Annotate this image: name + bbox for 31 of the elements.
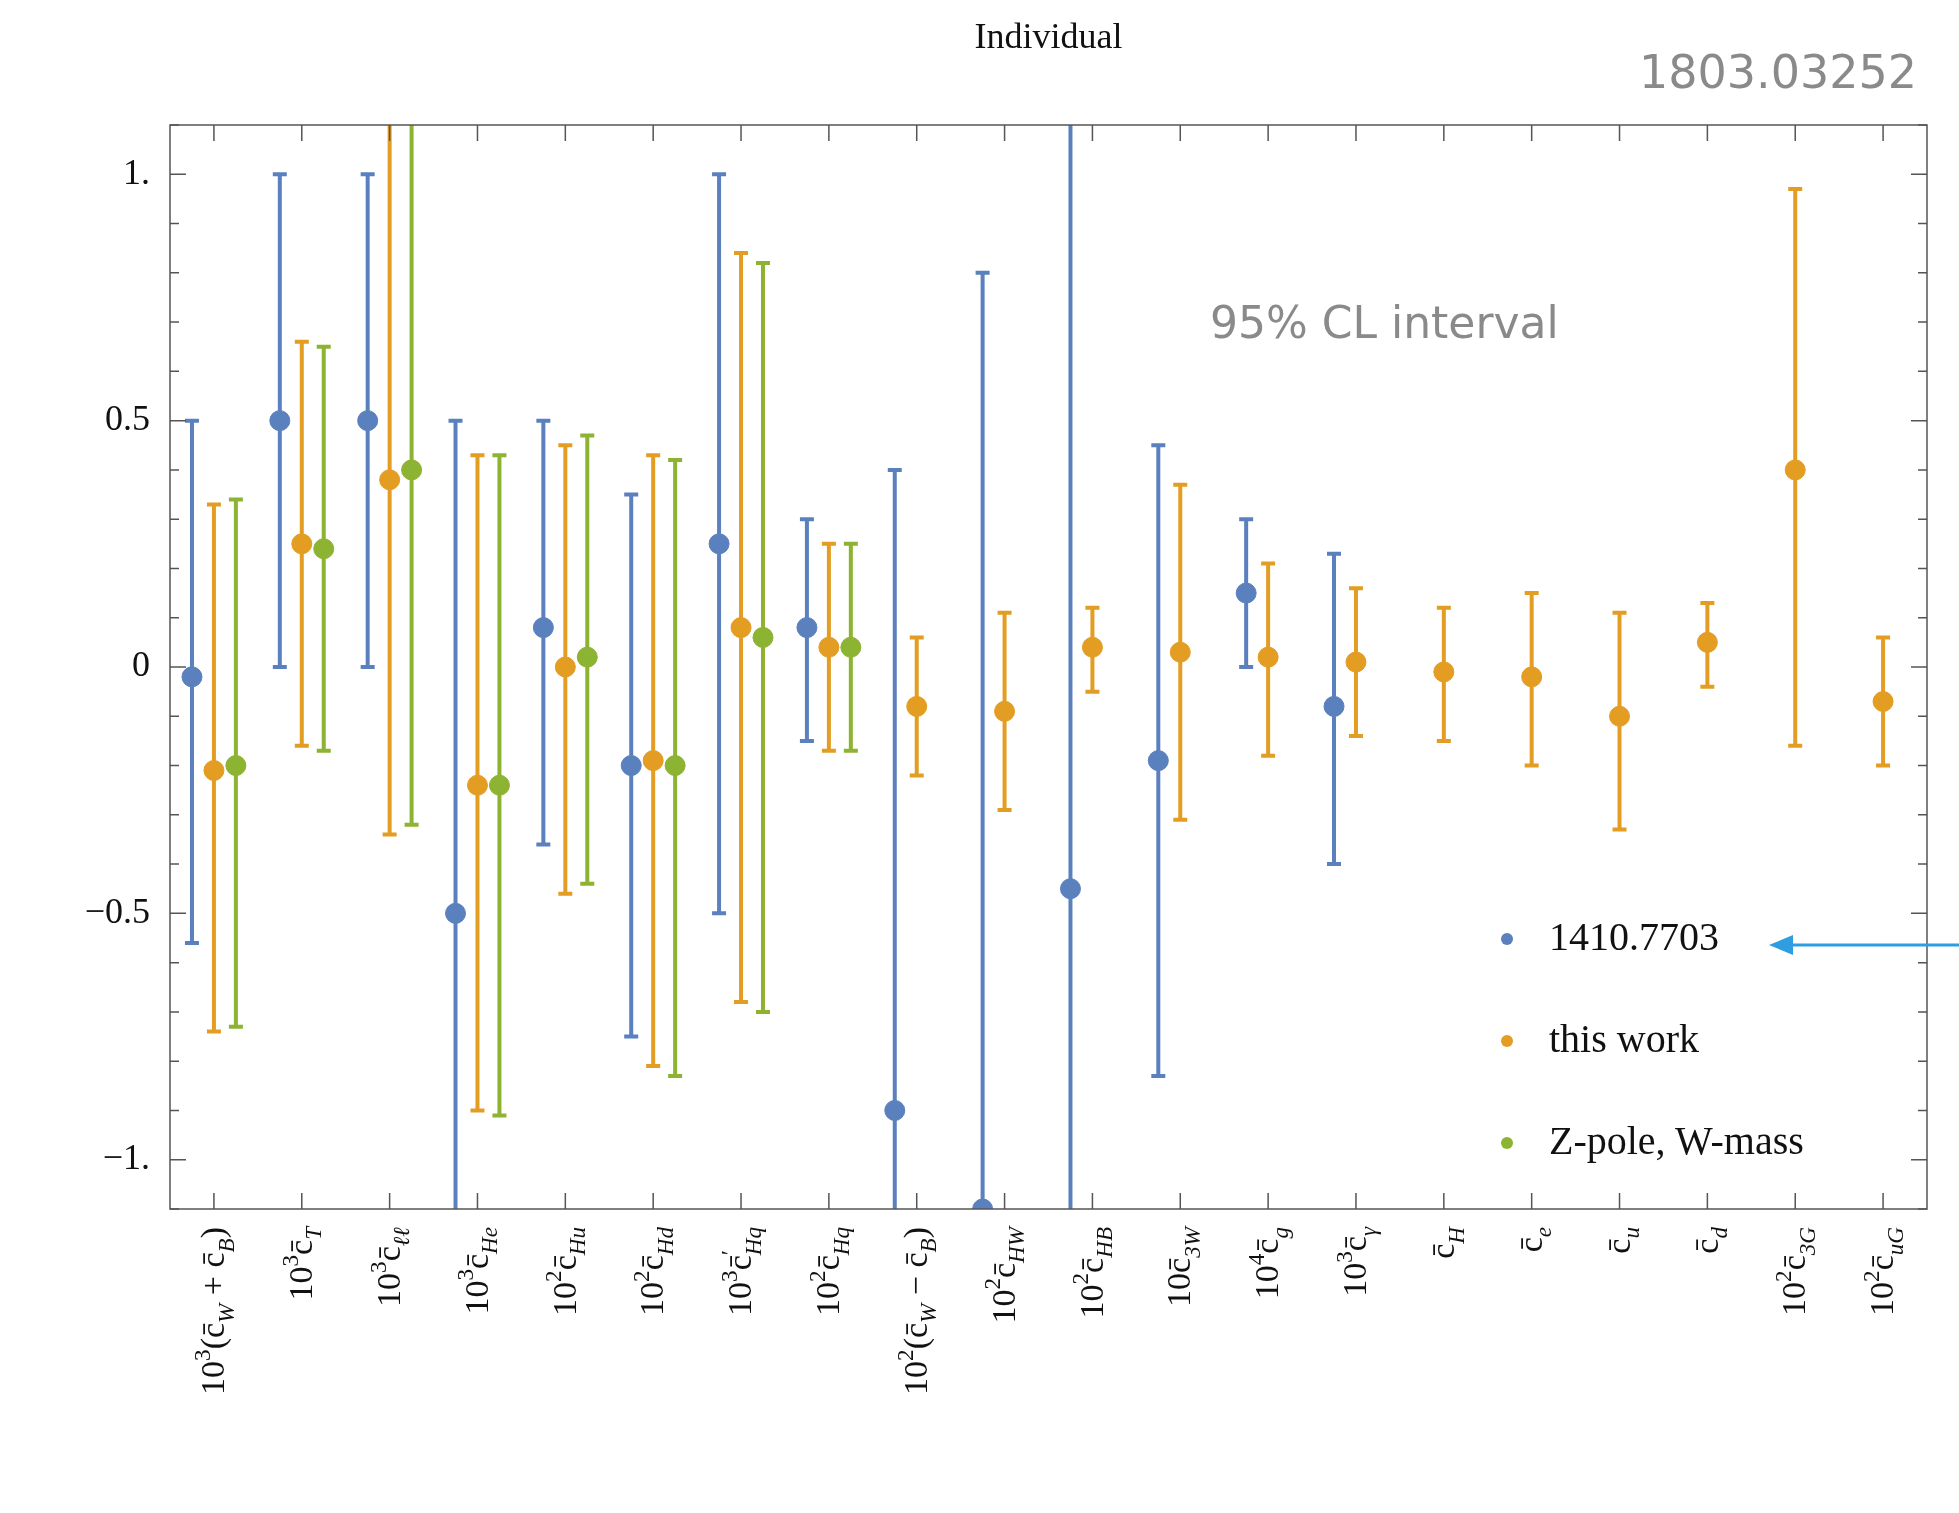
x-tick-label: 103c̄T — [276, 1224, 327, 1301]
x-tick-label: 102c̄HW — [979, 1225, 1030, 1324]
y-tick-label: 0 — [132, 644, 150, 685]
legend-label: 1410.7703 — [1549, 913, 1719, 959]
x-tick-label: c̄d — [1687, 1226, 1733, 1254]
x-tick-label: 10c̄3W — [1160, 1225, 1205, 1307]
x-tick-label: 102c̄Hd — [628, 1226, 678, 1316]
x-tick-label: 102c̄Hu — [540, 1226, 591, 1316]
text: 1803.03252 — [1638, 45, 1917, 99]
x-tick-label: c̄u — [1599, 1226, 1645, 1254]
x-tick-label: c̄e — [1511, 1226, 1557, 1253]
y-tick-label: −1. — [102, 1137, 150, 1178]
x-tick-label: 103c̄γ — [1330, 1226, 1381, 1297]
y-tick-label: 1. — [123, 151, 150, 192]
annotation: 95% CL interval — [1210, 297, 1559, 348]
y-tick-label: 0.5 — [105, 398, 150, 439]
legend-label: this work — [1549, 1015, 1699, 1061]
x-tick-label: 103(c̄W + c̄B) — [188, 1226, 239, 1395]
legend-label: Z-pole, W-mass — [1549, 1117, 1804, 1163]
x-tick-label: 102c̄HB — [1067, 1226, 1118, 1319]
y-tick-label: −0.5 — [84, 890, 150, 931]
x-tick-label: 102(c̄W − c̄B) — [891, 1226, 942, 1395]
x-tick-label: c̄H — [1424, 1225, 1469, 1259]
x-tick-label: 102c̄3G — [1770, 1226, 1820, 1316]
chart-title: Individual — [974, 16, 1123, 56]
x-tick-label: 102c̄uG — [1857, 1226, 1908, 1316]
x-tick-label: 104c̄g — [1243, 1226, 1293, 1300]
x-tick-label: 103c̄ℓℓ — [364, 1226, 415, 1307]
x-tick-label: 102c̄Hq — [803, 1226, 854, 1316]
x-tick-label: 103c̄He — [452, 1226, 503, 1315]
x-tick-label: 103c̄′Hq — [715, 1226, 766, 1316]
